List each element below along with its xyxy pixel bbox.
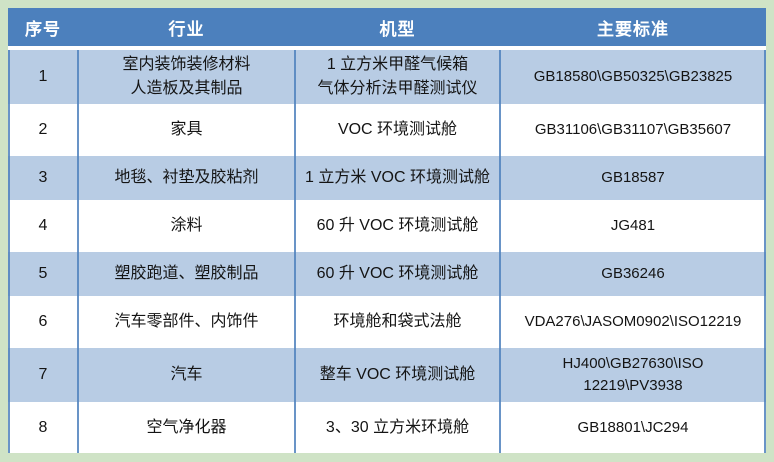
- cell-industry-line: 地毯、衬垫及胶粘剂: [114, 169, 259, 186]
- cell-standards-line: VDA276\JASOM0902\ISO12219: [524, 313, 742, 330]
- cell-standards: GB18587: [500, 156, 766, 200]
- cell-index-line: 3: [38, 169, 48, 186]
- cell-industry-line: 汽车零部件、内饰件: [114, 313, 259, 330]
- cell-industry-line: 塑胶跑道、塑胶制品: [114, 265, 259, 282]
- cell-standards-line: GB18580\GB50325\GB23825: [533, 68, 733, 85]
- header-cell-standards: 主要标准: [597, 19, 669, 39]
- cell-index-line: 4: [38, 217, 48, 234]
- cell-industry: 塑胶跑道、塑胶制品: [78, 252, 295, 296]
- cell-industry: 家具: [78, 108, 295, 152]
- cell-index: 6: [8, 300, 78, 344]
- cell-standards: GB31106\GB31107\GB35607: [500, 108, 766, 152]
- cell-model: 环境舱和袋式法舱: [295, 300, 500, 344]
- table-row: 6 汽车零部件、内饰件 环境舱和袋式法舱 VDA276\JASOM0902\ISO12…: [8, 300, 766, 344]
- cell-index: 4: [8, 204, 78, 248]
- table-row: 4 涂料 60 升 VOC 环境测试舱 JG481: [8, 204, 766, 248]
- cell-index-line: 6: [38, 313, 48, 330]
- cell-standards: GB18801\JC294: [500, 406, 766, 450]
- cell-standards: VDA276\JASOM0902\ISO12219: [500, 300, 766, 344]
- cell-model-line: 气体分析法甲醛测试仪: [317, 80, 478, 97]
- cell-standards: HJ400\GB27630\ISO 12219\PV3938: [500, 348, 766, 402]
- header-cell-index: 序号: [25, 19, 61, 39]
- grid-line-left: [8, 50, 10, 453]
- header-cell-model: 机型: [379, 19, 416, 39]
- grid-line-col3: [499, 50, 501, 453]
- cell-standards-line: GB36246: [601, 265, 665, 282]
- cell-model: 1 立方米 VOC 环境测试舱: [295, 156, 500, 200]
- cell-standards-line: HJ400\GB27630\ISO: [562, 355, 704, 372]
- cell-index-line: 2: [38, 121, 48, 138]
- cell-standards: GB18580\GB50325\GB23825: [500, 50, 766, 104]
- cell-model: 60 升 VOC 环境测试舱: [295, 204, 500, 248]
- cell-industry: 空气净化器: [78, 406, 295, 450]
- cell-index: 5: [8, 252, 78, 296]
- cell-model-line: 3、30 立方米环境舱: [325, 419, 470, 436]
- cell-standards: JG481: [500, 204, 766, 248]
- cell-industry: 汽车: [78, 348, 295, 402]
- cell-model: 整车 VOC 环境测试舱: [295, 348, 500, 402]
- cell-industry: 汽车零部件、内饰件: [78, 300, 295, 344]
- cell-industry-line: 汽车: [170, 366, 203, 383]
- cell-industry: 地毯、衬垫及胶粘剂: [78, 156, 295, 200]
- grid-line-col2: [294, 50, 296, 453]
- cell-standards-line: 12219\PV3938: [583, 377, 683, 394]
- standards-table: 序号 行业 机型 主要标准 1 室内装饰装修材料 人造板及其制品 1 立方米甲醛气候箱…: [8, 8, 766, 453]
- header-cell-industry: 行业: [168, 19, 205, 39]
- cell-standards-line: GB18801\JC294: [577, 419, 689, 436]
- table-row: 2 家具 VOC 环境测试舱 GB31106\GB31107\GB35607: [8, 108, 766, 152]
- cell-index-line: 5: [38, 265, 48, 282]
- table-row: 8 空气净化器 3、30 立方米环境舱 GB18801\JC294: [8, 406, 766, 450]
- grid-line-right: [764, 50, 766, 453]
- table-body: 1 室内装饰装修材料 人造板及其制品 1 立方米甲醛气候箱 气体分析法甲醛测试仪 GB18…: [8, 50, 766, 453]
- cell-index-line: 8: [38, 419, 48, 436]
- cell-model-line: 整车 VOC 环境测试舱: [319, 366, 476, 383]
- table-row: 1 室内装饰装修材料 人造板及其制品 1 立方米甲醛气候箱 气体分析法甲醛测试仪 GB18…: [8, 50, 766, 104]
- cell-model: VOC 环境测试舱: [295, 108, 500, 152]
- cell-index-line: 1: [38, 68, 48, 85]
- cell-industry-line: 家具: [170, 121, 203, 138]
- cell-industry: 涂料: [78, 204, 295, 248]
- cell-standards: GB36246: [500, 252, 766, 296]
- cell-standards-line: JG481: [610, 217, 656, 234]
- cell-model-line: 1 立方米 VOC 环境测试舱: [305, 169, 490, 186]
- cell-index: 2: [8, 108, 78, 152]
- cell-standards-line: GB31106\GB31107\GB35607: [534, 121, 732, 138]
- cell-model-line: 60 升 VOC 环境测试舱: [316, 217, 479, 234]
- cell-model-line: 1 立方米甲醛气候箱: [326, 56, 469, 73]
- cell-index: 7: [8, 348, 78, 402]
- cell-index: 8: [8, 406, 78, 450]
- cell-model: 3、30 立方米环境舱: [295, 406, 500, 450]
- cell-index: 1: [8, 50, 78, 104]
- table-row: 3 地毯、衬垫及胶粘剂 1 立方米 VOC 环境测试舱 GB18587: [8, 156, 766, 200]
- cell-industry-line: 室内装饰装修材料: [122, 56, 251, 73]
- cell-model-line: 60 升 VOC 环境测试舱: [316, 265, 479, 282]
- cell-industry: 室内装饰装修材料 人造板及其制品: [78, 50, 295, 104]
- cell-model-line: VOC 环境测试舱: [337, 121, 458, 138]
- cell-industry-line: 人造板及其制品: [130, 80, 243, 97]
- cell-standards-line: GB18587: [601, 169, 665, 186]
- cell-industry-line: 涂料: [170, 217, 203, 234]
- cell-model: 60 升 VOC 环境测试舱: [295, 252, 500, 296]
- cell-index-line: 7: [38, 366, 48, 383]
- cell-model-line: 环境舱和袋式法舱: [333, 313, 462, 330]
- table-row: 5 塑胶跑道、塑胶制品 60 升 VOC 环境测试舱 GB36246: [8, 252, 766, 296]
- cell-index: 3: [8, 156, 78, 200]
- cell-model: 1 立方米甲醛气候箱 气体分析法甲醛测试仪: [295, 50, 500, 104]
- cell-industry-line: 空气净化器: [146, 419, 227, 436]
- table-header-row: 序号 行业 机型 主要标准: [8, 8, 766, 46]
- table-row: 7 汽车 整车 VOC 环境测试舱 HJ400\GB27630\ISO 12219\PV…: [8, 348, 766, 402]
- grid-line-col1: [77, 50, 79, 453]
